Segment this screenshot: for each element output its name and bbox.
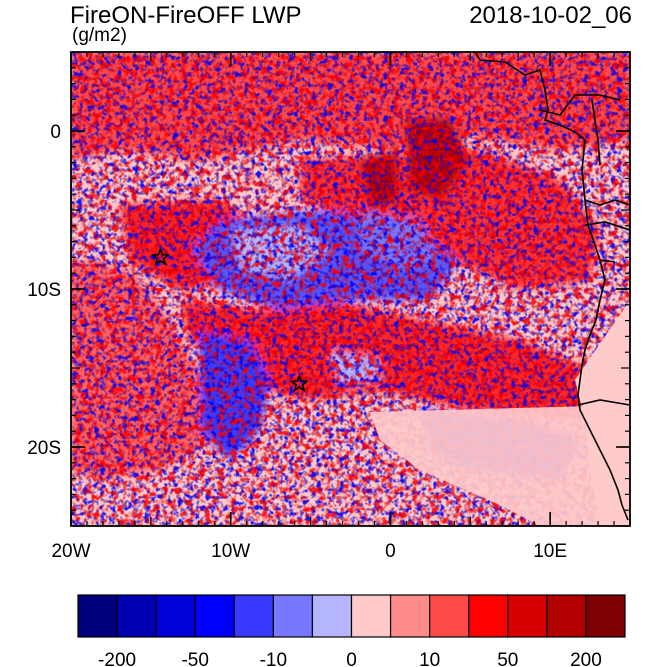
- colorbar-swatch: [585, 594, 626, 638]
- lon-tick-label: 10W: [211, 541, 250, 562]
- colorbar-label: -10: [260, 650, 287, 667]
- colorbar-swatch: [116, 594, 157, 638]
- lon-tick-label: 10E: [533, 541, 567, 562]
- colorbar-swatch: [468, 594, 509, 638]
- colorbar-label: 0: [346, 650, 357, 667]
- lwp-difference-field: [71, 52, 630, 526]
- colorbar-label: 10: [419, 650, 440, 667]
- colorbar-swatch: [194, 594, 235, 638]
- colorbar-swatch: [429, 594, 470, 638]
- colorbar-swatch: [233, 594, 274, 638]
- colorbar-swatch: [389, 594, 431, 638]
- axis-tick-labels: 20W 10W 0 10E 0 10S 20S: [27, 122, 567, 562]
- colorbar-swatch: [311, 594, 353, 638]
- lat-tick-label: 20S: [27, 438, 61, 459]
- coastline: [474, 52, 630, 521]
- colorbar-label: 200: [570, 650, 602, 667]
- lon-tick-label: 20W: [51, 541, 90, 562]
- colorbar-swatch: [155, 594, 196, 638]
- lat-tick-label: 0: [50, 122, 61, 143]
- colorbar-label: -200: [98, 650, 136, 667]
- lon-tick-label: 0: [385, 541, 396, 562]
- colorbar-swatch: [77, 594, 118, 638]
- star-marker: [289, 373, 310, 393]
- plot-timestamp: 2018-10-02_06: [469, 2, 632, 29]
- colorbar-swatch: [546, 594, 587, 638]
- plot-title: FireON-FireOFF LWP: [70, 2, 302, 29]
- location-markers: [150, 247, 310, 393]
- units-label: (g/m2): [72, 25, 127, 46]
- star-marker: [150, 247, 171, 266]
- colorbar: [77, 594, 626, 638]
- colorbar-label: 50: [497, 650, 518, 667]
- colorbar-labels: -200 -50 -10 0 10 50 200: [98, 650, 602, 667]
- colorbar-swatch: [507, 594, 548, 638]
- colorbar-swatch: [350, 594, 392, 638]
- colorbar-swatch: [272, 594, 314, 638]
- colorbar-label: -50: [181, 650, 208, 667]
- axis-ticks: [70, 51, 631, 527]
- lat-tick-label: 10S: [27, 280, 61, 301]
